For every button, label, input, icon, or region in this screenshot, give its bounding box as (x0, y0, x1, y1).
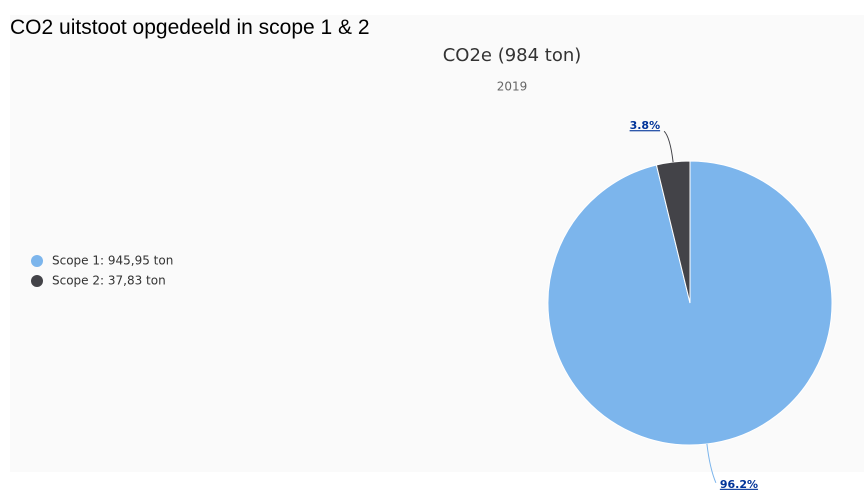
legend-label: Scope 2: 37,83 ton (52, 274, 166, 288)
chart-title: CO2e (984 ton) (443, 45, 582, 66)
legend-marker (31, 275, 43, 287)
data-label: 96.2% (720, 478, 758, 491)
label-connector (706, 443, 717, 484)
label-connector (663, 130, 674, 163)
heading: CO2 uitstoot opgedeeld in scope 1 & 2 (10, 16, 370, 39)
chart-subtitle: 2019 (497, 80, 528, 94)
legend-marker (31, 255, 43, 267)
legend-label: Scope 1: 945,95 ton (52, 254, 173, 268)
data-label: 3.8% (630, 119, 661, 132)
